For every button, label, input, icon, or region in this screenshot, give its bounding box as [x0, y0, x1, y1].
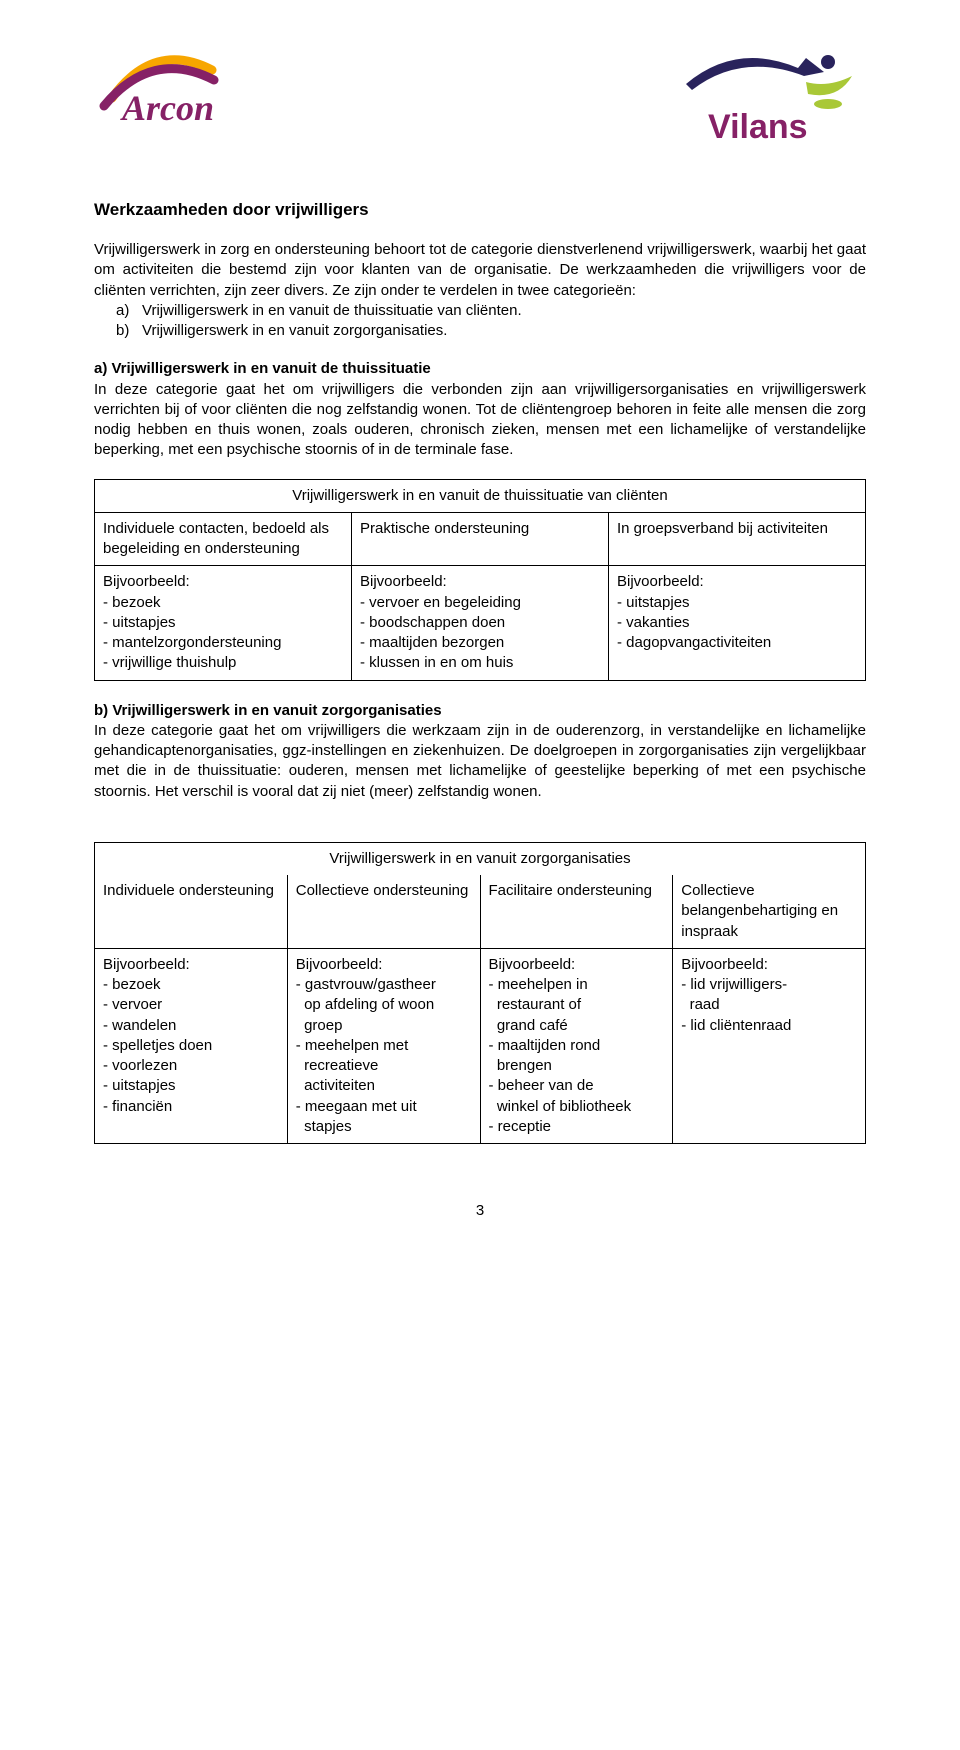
- category-list: a)Vrijwilligerswerk in en vanuit de thui…: [94, 301, 866, 342]
- section-b-paragraph: b) Vrijwilligerswerk in en vanuit zorgor…: [94, 701, 866, 802]
- main-heading: Werkzaamheden door vrijwilligers: [94, 200, 866, 220]
- vilans-logo: Vilans: [656, 48, 866, 148]
- svg-text:Arcon: Arcon: [120, 88, 214, 126]
- table2-header-3: Facilitaire ondersteuning: [480, 875, 673, 948]
- section-a-body: In deze categorie gaat het om vrijwillig…: [94, 381, 866, 459]
- table2-cell-4: Bijvoorbeeld:- lid vrijwilligers- raad -…: [673, 948, 866, 1143]
- table1-title: Vrijwilligerswerk in en vanuit de thuiss…: [95, 479, 866, 512]
- table1-cell-1: Bijvoorbeeld:- bezoek - uitstapjes - man…: [95, 566, 352, 680]
- table2-header-1: Individuele ondersteuning: [95, 875, 288, 948]
- table1-cell-3: Bijvoorbeeld:- uitstapjes - vakanties - …: [609, 566, 866, 680]
- table-thuissituatie: Vrijwilligerswerk in en vanuit de thuiss…: [94, 479, 866, 681]
- section-b-heading: b) Vrijwilligerswerk in en vanuit zorgor…: [94, 702, 442, 719]
- intro-paragraph: Vrijwilligerswerk in zorg en ondersteuni…: [94, 240, 866, 301]
- section-a-paragraph: a) Vrijwilligerswerk in en vanuit de thu…: [94, 359, 866, 460]
- table2-header-4: Collectieve belangenbehartiging en inspr…: [673, 875, 866, 948]
- table2-cell-1: Bijvoorbeeld:- bezoek - vervoer - wandel…: [95, 948, 288, 1143]
- svg-text:Vilans: Vilans: [708, 108, 808, 146]
- list-item-b: Vrijwilligerswerk in en vanuit zorgorgan…: [142, 322, 447, 339]
- logo-bar: Arcon Vilans: [94, 48, 866, 148]
- section-b-body: In deze categorie gaat het om vrijwillig…: [94, 722, 866, 800]
- table1-cell-2: Bijvoorbeeld:- vervoer en begeleiding - …: [352, 566, 609, 680]
- table-zorgorganisaties: Vrijwilligerswerk in en vanuit zorgorgan…: [94, 842, 866, 1144]
- table1-header-1: Individuele contacten, bedoeld als begel…: [95, 512, 352, 566]
- table2-cell-3: Bijvoorbeeld:- meehelpen in restaurant o…: [480, 948, 673, 1143]
- page-number: 3: [94, 1202, 866, 1219]
- list-item-a: Vrijwilligerswerk in en vanuit de thuiss…: [142, 302, 522, 319]
- arcon-logo: Arcon: [94, 48, 294, 126]
- table2-header-2: Collectieve ondersteuning: [287, 875, 480, 948]
- table1-header-2: Praktische ondersteuning: [352, 512, 609, 566]
- table2-cell-2: Bijvoorbeeld:- gastvrouw/gastheer op afd…: [287, 948, 480, 1143]
- table1-header-3: In groepsverband bij activiteiten: [609, 512, 866, 566]
- table2-title: Vrijwilligerswerk in en vanuit zorgorgan…: [95, 842, 866, 875]
- section-a-heading: a) Vrijwilligerswerk in en vanuit de thu…: [94, 360, 431, 377]
